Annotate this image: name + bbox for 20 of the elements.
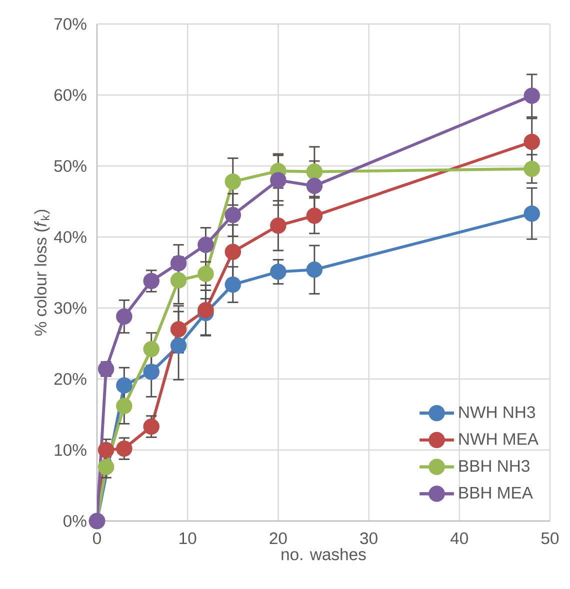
- legend-label: NWH NH3: [459, 406, 535, 418]
- y-tick-label: 70%: [54, 18, 86, 30]
- legend-label: NWH MEA: [459, 433, 538, 445]
- legend-label: BBH NH3: [459, 460, 530, 472]
- x-tick-label: 30: [360, 532, 378, 544]
- legend-label: BBH MEA: [459, 487, 533, 498]
- x-tick-label: 10: [180, 532, 196, 544]
- y-axis-title: % colour loss (f$_{k}$): [34, 210, 50, 336]
- x-tick-label: 0: [93, 532, 101, 544]
- x-tick-label: 40: [450, 532, 468, 544]
- y-tick-label: 20%: [54, 373, 86, 385]
- x-tick-label: 20: [270, 532, 287, 544]
- y-tick-label: 40%: [54, 231, 86, 243]
- y-tick-label: 30%: [54, 302, 86, 314]
- y-tick-label: 50%: [54, 160, 86, 172]
- x-tick-label: 50: [541, 532, 559, 544]
- x-axis-title: no. washes: [282, 548, 366, 560]
- y-tick-label: 60%: [54, 89, 86, 101]
- y-tick-label: 10%: [54, 444, 86, 456]
- y-tick-label: 0%: [64, 515, 86, 527]
